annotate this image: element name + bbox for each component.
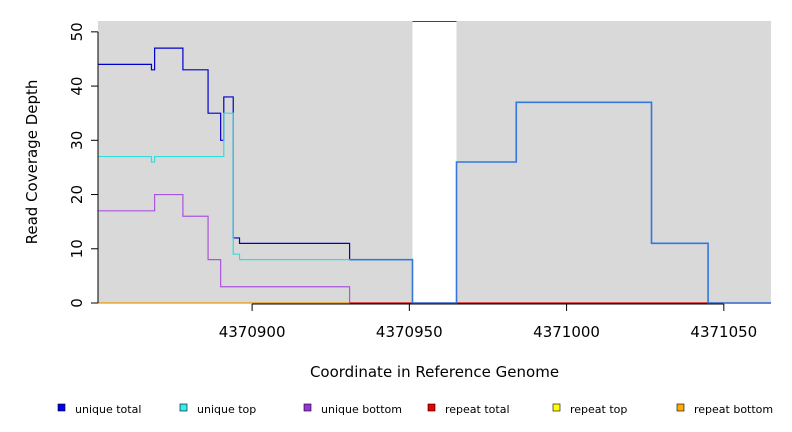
legend: unique total unique top unique bottom repea… bbox=[57, 403, 773, 416]
series-line-combined-coverage bbox=[349, 101, 771, 304]
x-tick-label: 4371050 bbox=[690, 323, 757, 341]
legend-label: unique total bbox=[75, 403, 141, 416]
legend-swatch bbox=[552, 403, 561, 412]
x-axis-title: Coordinate in Reference Genome bbox=[310, 363, 559, 381]
x-tick-label: 4370900 bbox=[219, 323, 286, 341]
legend-label: repeat top bbox=[570, 403, 627, 416]
y-tick-label: 30 bbox=[68, 131, 86, 150]
legend-label: unique top bbox=[197, 403, 256, 416]
x-tick-label: 4370950 bbox=[376, 323, 443, 341]
legend-swatch bbox=[303, 403, 312, 412]
x-tick-label: 4371000 bbox=[533, 323, 600, 341]
series-line-unique-top bbox=[98, 112, 413, 261]
legend-label: repeat total bbox=[445, 403, 510, 416]
series-line-unique-total bbox=[98, 47, 413, 261]
legend-swatch bbox=[676, 403, 685, 412]
legend-swatch bbox=[179, 403, 188, 412]
plot-background bbox=[98, 21, 771, 303]
series-layer bbox=[98, 47, 771, 304]
y-tick-label: 0 bbox=[68, 298, 86, 308]
series-line-unique-bottom bbox=[98, 193, 351, 303]
axes-layer: 0 10 20 30 40 50 4370900 4370950 4371000 4371050 bbox=[68, 22, 757, 341]
legend-label: repeat bottom bbox=[694, 403, 773, 416]
legend-swatch bbox=[427, 403, 436, 412]
legend-label: unique bottom bbox=[321, 403, 402, 416]
y-axis-title: Read Coverage Depth bbox=[23, 80, 41, 245]
legend-swatch bbox=[57, 403, 66, 412]
y-tick-label: 20 bbox=[68, 185, 86, 204]
y-tick-label: 40 bbox=[68, 77, 86, 96]
y-tick-label: 50 bbox=[68, 22, 86, 41]
y-tick-label: 10 bbox=[68, 239, 86, 258]
coverage-gap-region bbox=[412, 21, 457, 303]
